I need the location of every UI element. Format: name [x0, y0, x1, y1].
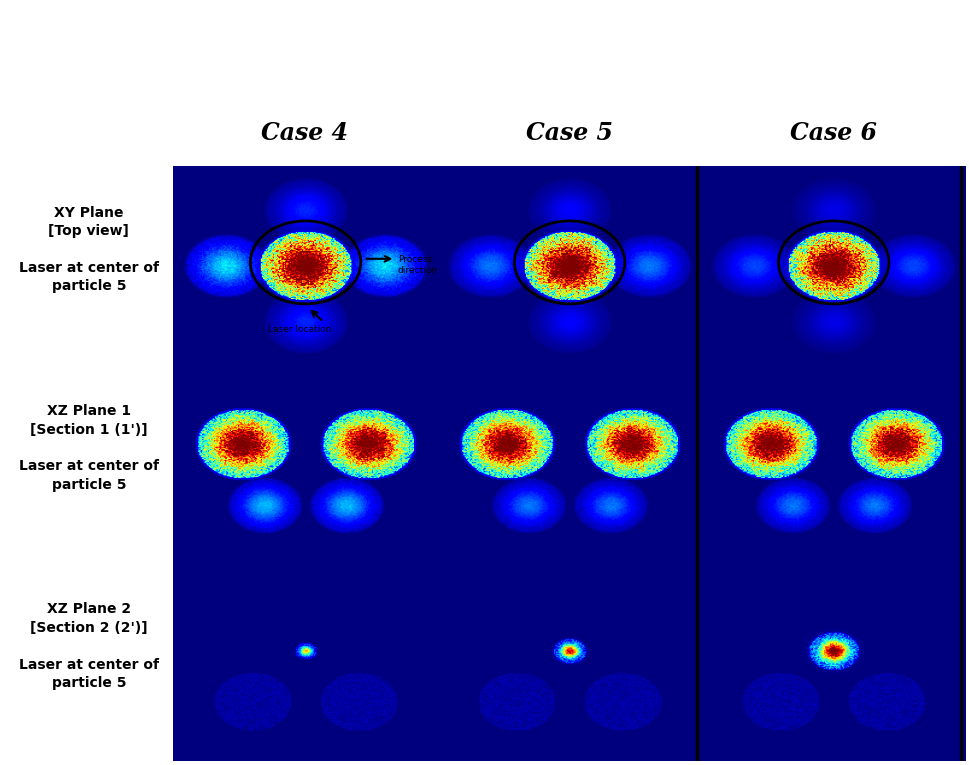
Text: XZ Plane 1
[Section 1 (1')]

Laser at center of
particle 5: XZ Plane 1 [Section 1 (1')] Laser at cen…	[18, 404, 159, 492]
Text: Case 6: Case 6	[789, 122, 876, 145]
Text: Process
direction: Process direction	[397, 256, 438, 275]
Text: XY Plane
[Top view]

Laser at center of
particle 5: XY Plane [Top view] Laser at center of p…	[18, 206, 159, 294]
Text: Laser location: Laser location	[267, 325, 331, 334]
Text: Case 5: Case 5	[525, 122, 611, 145]
Text: XZ Plane 2
[Section 2 (2')]

Laser at center of
particle 5: XZ Plane 2 [Section 2 (2')] Laser at cen…	[18, 602, 159, 690]
Text: Case 4: Case 4	[262, 122, 348, 145]
